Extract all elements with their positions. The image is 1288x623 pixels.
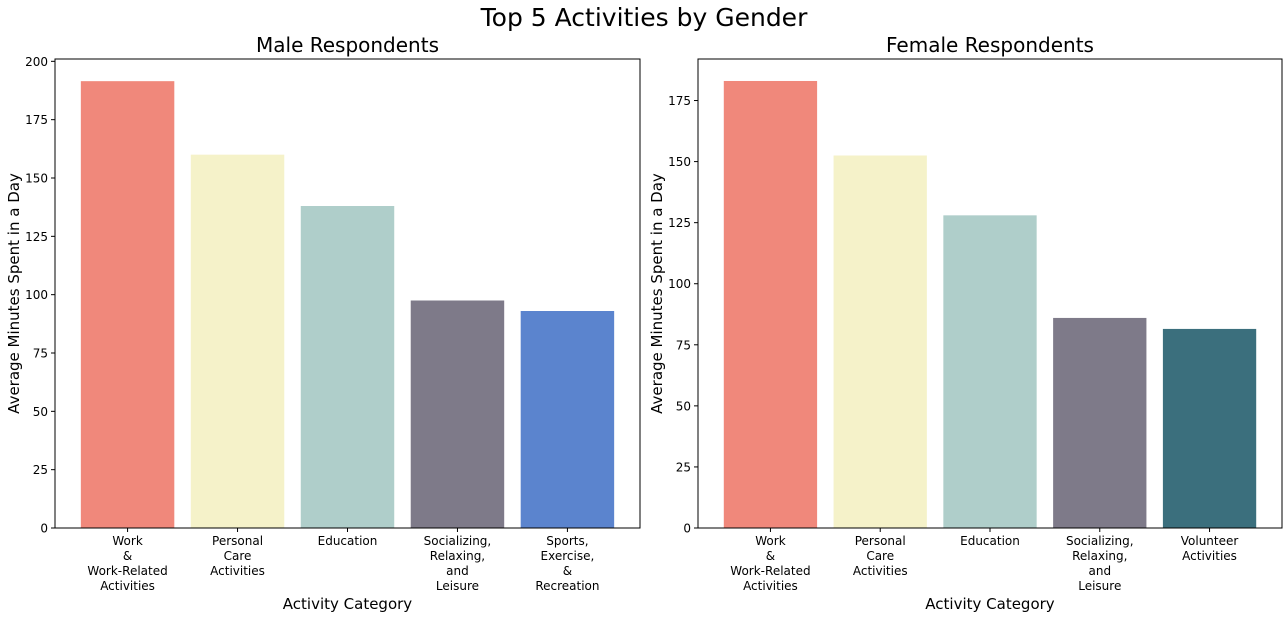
x-tick-label-line: and (1088, 564, 1111, 578)
bar (410, 300, 505, 528)
bar (300, 206, 395, 528)
x-tick-label-line: Sports, (546, 534, 588, 548)
x-tick-label-line: Work (755, 534, 785, 548)
x-tick-label-line: Socializing, (1066, 534, 1134, 548)
y-tick-label: 125 (25, 230, 48, 244)
y-tick-label: 75 (676, 338, 691, 352)
x-tick-label-line: & (563, 564, 572, 578)
x-tick-label-line: Socializing, (424, 534, 492, 548)
x-tick-label-line: Exercise, (541, 549, 595, 563)
y-tick-label: 150 (25, 172, 48, 186)
x-tick-label: Education (318, 534, 378, 548)
y-tick-label: 25 (676, 460, 691, 474)
x-tick-label-line: Activities (210, 564, 265, 578)
x-tick-label-line: Care (866, 549, 894, 563)
x-tick-label: Personal Care Activities (853, 534, 908, 578)
bar (1053, 317, 1147, 528)
x-tick-label-line: Work (112, 534, 142, 548)
bar (1162, 328, 1257, 528)
x-tick-label: Socializing, Relaxing, and Leisure (1066, 534, 1134, 593)
x-tick-label-line: Activities (1182, 549, 1237, 563)
bar (80, 81, 175, 529)
y-tick-label: 175 (668, 94, 691, 108)
x-tick-label-line: & (123, 549, 132, 563)
x-tick-label-line: Relaxing, (430, 549, 485, 563)
x-tick-label-line: Activities (100, 579, 155, 593)
x-axis-label: Activity Category (283, 595, 413, 613)
bar (833, 155, 927, 528)
male-chart: Male Respondents 0 25 50 75 100 125 150 175 200 Wo… (5, 33, 641, 613)
x-tick-label-line: Personal (855, 534, 906, 548)
x-tick-label-line: Education (960, 534, 1020, 548)
x-tick-label-line: Work-Related (87, 564, 167, 578)
y-tick-label: 200 (25, 55, 48, 69)
x-tick-label-line: Leisure (1078, 579, 1121, 593)
x-tick-label-line: Education (318, 534, 378, 548)
x-tick-label-line: Care (224, 549, 252, 563)
x-tick-label: Volunteer Activities (1181, 534, 1239, 563)
x-tick-label-line: and (446, 564, 469, 578)
y-axis-label: Average Minutes Spent in a Day (648, 173, 666, 414)
y-tick-label: 100 (25, 288, 48, 302)
chart-title: Male Respondents (256, 33, 439, 57)
y-tick-label: 0 (40, 522, 48, 536)
x-tick-label: Personal Care Activities (210, 534, 265, 578)
y-tick-label: 0 (683, 522, 691, 536)
x-tick-label: Work & Work-Related Activities (730, 534, 810, 593)
bar (190, 154, 285, 528)
x-tick-label-line: Volunteer (1181, 534, 1239, 548)
female-chart: Female Respondents 0 25 50 75 100 125 150 175 Wor… (648, 33, 1283, 613)
y-tick-label: 175 (25, 113, 48, 127)
y-tick-label: 150 (668, 155, 691, 169)
x-tick-label-line: Leisure (436, 579, 479, 593)
y-tick-label: 75 (33, 347, 48, 361)
y-tick-label: 25 (33, 463, 48, 477)
y-axis-label: Average Minutes Spent in a Day (5, 173, 23, 414)
x-tick-label: Socializing, Relaxing, and Leisure (424, 534, 492, 593)
x-tick-label-line: & (766, 549, 775, 563)
x-tick-label: Sports, Exercise, & Recreation (535, 534, 599, 593)
x-tick-label-line: Activities (853, 564, 908, 578)
x-tick-label: Work & Work-Related Activities (87, 534, 167, 593)
x-tick-label-line: Activities (743, 579, 798, 593)
x-tick-label-line: Relaxing, (1072, 549, 1127, 563)
y-tick-label: 100 (668, 277, 691, 291)
chart-title: Female Respondents (886, 33, 1094, 57)
y-tick-label: 50 (676, 399, 691, 413)
y-tick-label: 50 (33, 405, 48, 419)
x-tick-label: Education (960, 534, 1020, 548)
bar (520, 311, 615, 528)
x-tick-label-line: Personal (212, 534, 263, 548)
bar (943, 215, 1037, 529)
bar (723, 80, 818, 528)
x-tick-label-line: Work-Related (730, 564, 810, 578)
figure-title: Top 5 Activities by Gender (480, 3, 808, 32)
x-axis-label: Activity Category (925, 595, 1055, 613)
x-tick-label-line: Recreation (535, 579, 599, 593)
y-tick-label: 125 (668, 216, 691, 230)
